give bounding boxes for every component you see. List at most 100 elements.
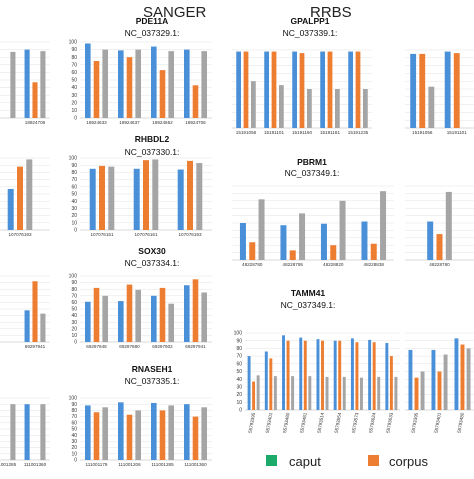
y-tick-label: 40 [71, 199, 77, 205]
bar-caput [316, 339, 320, 410]
bar-third [250, 81, 256, 128]
x-tick-label: 15191235 [348, 130, 369, 135]
bar-caput [247, 356, 251, 410]
x-tick-label: 55793401 [265, 412, 274, 433]
bar-caput [183, 49, 190, 118]
y-tick-label: 10 [236, 400, 242, 406]
chart-chrom-subtitle: NC_037349.1: [285, 168, 340, 178]
chart-gene-title: SOX30 [138, 246, 166, 256]
bar-third [299, 213, 306, 260]
y-tick-label: 80 [71, 170, 77, 176]
y-tick-label: 60 [71, 300, 77, 306]
chart-chrom-subtitle: NC_037339.1: [283, 28, 338, 38]
bar-corpus [389, 356, 393, 410]
bar-third [168, 303, 175, 342]
x-tick-label: 55793573 [351, 412, 360, 433]
bar-third [258, 199, 265, 260]
y-tick-label: 70 [71, 293, 77, 299]
bar-caput [264, 51, 270, 129]
chart-chrom-subtitle: NC_037329.1: [125, 28, 180, 38]
bar-third [278, 85, 284, 128]
bar-corpus [269, 358, 273, 410]
chart-gene-title: TAMM41 [291, 288, 326, 298]
chart-gpalpp1: GPALPP1 NC_037339.1: 15191056 15191101 15191… [232, 16, 372, 135]
y-tick-label: 10 [71, 451, 77, 457]
bar-corpus [126, 57, 133, 118]
bar-caput [427, 221, 434, 260]
bar-corpus [93, 61, 100, 118]
x-tick-label: 111001360 [184, 462, 207, 467]
bar-caput [24, 49, 30, 118]
y-tick-label: 70 [236, 354, 242, 360]
x-tick-label: 48228820 [323, 262, 344, 267]
chart-tamm41: TAMM41NC_037349.1:0102030405060708090100… [234, 288, 400, 433]
bar-corpus [460, 344, 465, 410]
bar-third [380, 191, 387, 260]
section-title-sanger: SANGER [143, 4, 207, 21]
x-tick-label: 48228780 [242, 262, 263, 267]
y-tick-label: 70 [71, 62, 77, 68]
charts-group: 18924706PDE11ANC_037329.1:01020304050607… [0, 16, 474, 467]
section-title-rrbs: RRBS [310, 4, 352, 21]
bar-caput [408, 349, 413, 410]
x-tick-label: 18924633 [86, 120, 107, 125]
bar-third [306, 89, 312, 128]
y-tick-label: 30 [236, 385, 242, 391]
y-tick-label: 0 [239, 408, 242, 414]
bar-third [428, 86, 435, 128]
x-tick-label: 69297941 [25, 344, 46, 349]
y-tick-label: 100 [69, 396, 78, 402]
y-tick-label: 70 [71, 177, 77, 183]
x-tick-label: 18924706 [185, 120, 206, 125]
bar-third [168, 405, 175, 460]
y-tick-label: 0 [74, 116, 77, 122]
bar-caput [410, 53, 417, 128]
y-tick-label: 40 [71, 433, 77, 439]
y-tick-label: 80 [236, 346, 242, 352]
bar-caput [89, 168, 96, 230]
y-tick-label: 10 [71, 220, 77, 226]
bar-third [362, 89, 368, 128]
x-tick-label: 111001179 [86, 462, 108, 467]
bar-third [308, 376, 312, 410]
x-tick-label: 111001285 [0, 462, 17, 467]
x-tick-label: 18924706 [25, 120, 46, 125]
bar-third [135, 289, 142, 342]
bar-third [443, 354, 448, 410]
y-tick-label: 20 [236, 392, 242, 398]
bar-corpus [99, 165, 105, 230]
bar-corpus [192, 85, 199, 118]
chart-chrom-subtitle: NC_037334.1: [125, 258, 180, 268]
bar-corpus [32, 281, 38, 342]
x-tick-label: 69297941 [185, 344, 206, 349]
x-tick-label: 55793481 [299, 412, 308, 433]
bar-caput [264, 351, 268, 410]
y-tick-label: 20 [71, 326, 77, 332]
bar-caput [117, 50, 124, 118]
y-tick-label: 60 [71, 70, 77, 76]
bar-third [291, 376, 295, 410]
bar-third [40, 51, 46, 119]
bar-caput [117, 301, 124, 342]
bar-corpus [159, 287, 166, 342]
bar-third [256, 375, 260, 410]
y-tick-label: 10 [71, 108, 77, 114]
bar-third [394, 376, 398, 410]
x-tick-label: 111001360 [24, 462, 47, 467]
chart-chrom-subtitle: NC_037335.1: [125, 376, 180, 386]
bar-caput [24, 404, 30, 460]
chart-cutL3: 69297941 [0, 275, 50, 349]
chart-cutL1: 18924706 [0, 41, 50, 125]
y-tick-label: 30 [71, 93, 77, 99]
bar-caput [236, 51, 242, 129]
y-tick-label: 70 [71, 414, 77, 420]
bar-third [377, 376, 381, 410]
x-tick-label: 15191101 [447, 130, 468, 135]
x-tick-label: 48228795 [283, 262, 304, 267]
y-tick-label: 100 [69, 274, 78, 280]
x-tick-label: 18924637 [119, 120, 140, 125]
bar-corpus [289, 250, 296, 260]
x-tick-label: 111001206 [118, 462, 141, 467]
bar-caput [292, 51, 298, 129]
